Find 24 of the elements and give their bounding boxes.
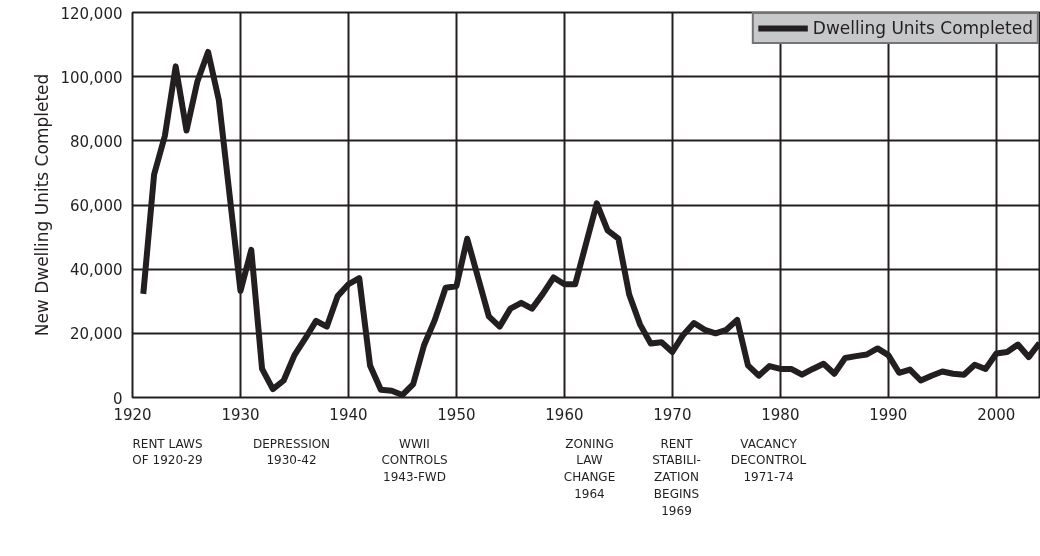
x-tick-label: 1990 bbox=[869, 405, 908, 424]
text: RENT LAWS OF 1920-29 bbox=[132, 436, 203, 468]
y-tick-label: 40,000 bbox=[70, 261, 123, 280]
x-tick-label: 1930 bbox=[221, 405, 260, 424]
text: DEPRESSION 1930-42 bbox=[252, 436, 331, 468]
y-tick-label: 100,000 bbox=[60, 68, 123, 87]
text: ZONING LAW CHANGE 1964 bbox=[563, 436, 616, 501]
y-tick-label: 0 bbox=[112, 389, 123, 408]
x-tick-label: 1960 bbox=[545, 405, 584, 424]
x-tick-label: 1940 bbox=[329, 405, 368, 424]
y-tick-label: 120,000 bbox=[60, 4, 123, 23]
text: RENT STABILI- ZATION BEGINS 1969 bbox=[652, 436, 701, 518]
y-tick-label: 60,000 bbox=[70, 197, 123, 215]
y-axis-title: New Dwelling Units Completed bbox=[32, 73, 53, 337]
x-tick-label: 1970 bbox=[653, 405, 692, 424]
x-tick-label: 1980 bbox=[761, 405, 800, 424]
text: WWII CONTROLS 1943-FWD bbox=[381, 436, 448, 485]
y-tick-label: 80,000 bbox=[70, 132, 123, 151]
y-tick-label: 20,000 bbox=[70, 325, 123, 344]
x-tick-label: 1950 bbox=[437, 405, 476, 424]
x-tick-label: 2000 bbox=[977, 405, 1016, 424]
legend-label: Dwelling Units Completed bbox=[812, 18, 1033, 38]
text: VACANCY DECONTROL 1971-74 bbox=[730, 436, 807, 485]
x-tick-label: 1920 bbox=[113, 405, 152, 424]
